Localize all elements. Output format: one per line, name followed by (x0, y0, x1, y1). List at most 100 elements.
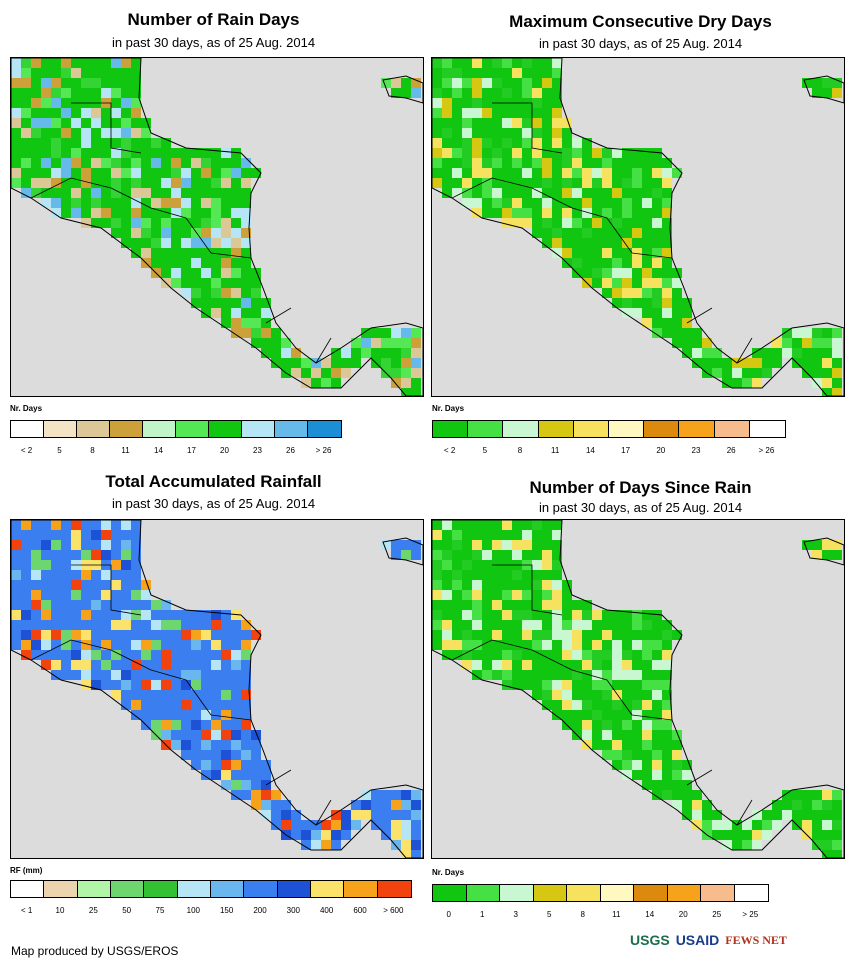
grid-cell (231, 770, 241, 780)
grid-cell (752, 358, 762, 368)
grid-cell (602, 650, 612, 660)
grid-cell (572, 710, 582, 720)
grid-cell (512, 58, 522, 68)
grid-cell (161, 660, 171, 670)
grid-cell (291, 810, 301, 820)
fews-net-logo: FEWS NET (725, 932, 787, 947)
grid-cell (221, 288, 231, 298)
grid-cell (462, 158, 472, 168)
grid-cell (622, 258, 632, 268)
grid-cell (81, 620, 91, 630)
grid-cell (652, 318, 662, 328)
grid-cell (51, 118, 61, 128)
grid-cell (682, 800, 692, 810)
grid-cell (432, 108, 442, 118)
legend-tick-label: < 2 (20, 446, 33, 455)
grid-cell (602, 158, 612, 168)
grid-cell (492, 68, 502, 78)
panel-title: Maximum Consecutive Dry Days (509, 12, 772, 31)
grid-cell (782, 800, 792, 810)
grid-cell (371, 790, 381, 800)
grid-cell (632, 308, 642, 318)
grid-cell (41, 660, 51, 670)
grid-cell (462, 650, 472, 660)
grid-cell (41, 78, 51, 88)
grid-cell (111, 630, 121, 640)
grid-cell (41, 118, 51, 128)
grid-cell (612, 680, 622, 690)
grid-cell (482, 660, 492, 670)
grid-cell (542, 550, 552, 560)
grid-cell (71, 520, 81, 530)
grid-cell (482, 78, 492, 88)
grid-cell (482, 580, 492, 590)
grid-cell (632, 288, 642, 298)
grid-cell (722, 368, 732, 378)
grid-cell (532, 580, 542, 590)
grid-cell (532, 228, 542, 238)
grid-cell (331, 358, 341, 368)
grid-cell (221, 700, 231, 710)
grid-cell (381, 790, 391, 800)
grid-cell (171, 158, 181, 168)
grid-cell (41, 580, 51, 590)
grid-cell (622, 188, 632, 198)
grid-cell (622, 650, 632, 660)
grid-cell (141, 158, 151, 168)
grid-cell (181, 670, 191, 680)
grid-cell (592, 228, 602, 238)
grid-cell (612, 720, 622, 730)
grid-cell (462, 78, 472, 88)
grid-cell (91, 88, 101, 98)
grid-cell (31, 620, 41, 630)
usaid-logo: USAID (675, 932, 720, 948)
grid-cell (552, 590, 562, 600)
grid-cell (532, 178, 542, 188)
grid-cell (231, 720, 241, 730)
grid-cell (71, 620, 81, 630)
grid-cell (442, 640, 452, 650)
grid-cell (592, 720, 602, 730)
grid-cell (742, 378, 752, 388)
grid-cell (822, 348, 832, 358)
grid-cell (452, 158, 462, 168)
legend-swatch (44, 421, 77, 437)
grid-cell (642, 278, 652, 288)
total-rainfall-map[interactable] (10, 519, 424, 859)
grid-cell (692, 338, 702, 348)
grid-cell (482, 670, 492, 680)
legend-tick-label: 26 (726, 446, 736, 455)
grid-cell (532, 630, 542, 640)
rain-days-map[interactable] (10, 57, 424, 397)
legend-swatch (144, 881, 178, 897)
grid-cell (622, 750, 632, 760)
grid-cell (411, 850, 421, 858)
grid-cell (181, 148, 191, 158)
grid-cell (151, 690, 161, 700)
grid-cell (552, 570, 562, 580)
grid-cell (762, 830, 772, 840)
grid-cell (61, 68, 71, 78)
dry-days-map[interactable] (431, 57, 845, 397)
grid-cell (482, 158, 492, 168)
grid-cell (442, 78, 452, 88)
grid-cell (231, 670, 241, 680)
legend-tick-label: 17 (187, 446, 196, 455)
grid-cell (472, 138, 482, 148)
grid-cell (642, 630, 652, 640)
days-since-rain-map[interactable] (431, 519, 845, 859)
grid-cell (41, 158, 51, 168)
grid-cell (552, 208, 562, 218)
grid-cell (381, 358, 391, 368)
grid-cell (502, 580, 512, 590)
grid-cell (11, 118, 21, 128)
grid-cell (341, 358, 351, 368)
grid-cell (462, 580, 472, 590)
grid-cell (271, 820, 281, 830)
grid-cell (351, 348, 361, 358)
grid-cell (71, 570, 81, 580)
grid-cell (722, 830, 732, 840)
legend-tick-label: 1 (480, 910, 485, 919)
legend-tick-label: > 26 (758, 446, 775, 455)
grid-cell (482, 188, 492, 198)
